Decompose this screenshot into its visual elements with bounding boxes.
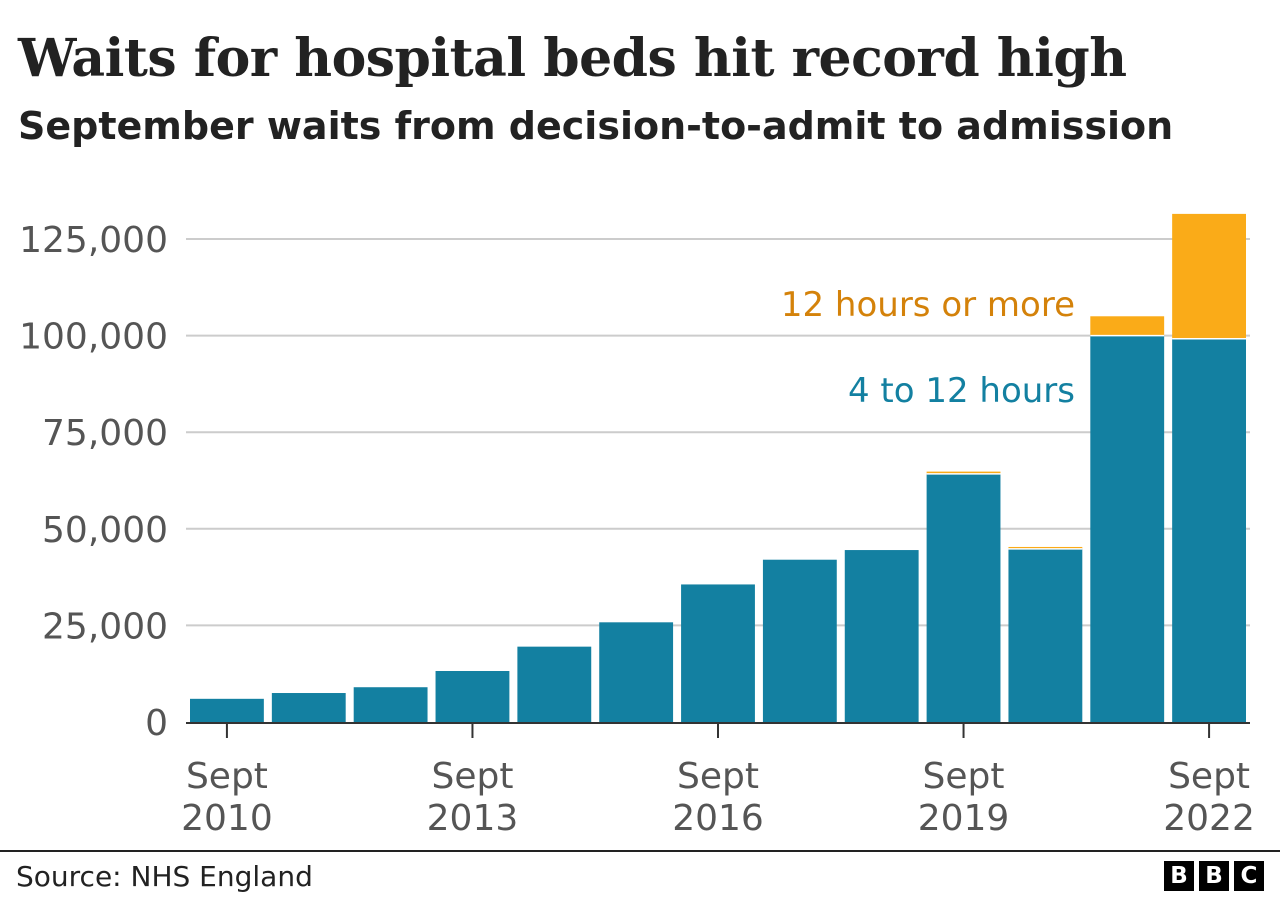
bar-4-to-12-hours [762, 559, 837, 722]
bbc-logo-letter: B [1164, 861, 1194, 891]
bar-4-to-12-hours [599, 622, 674, 722]
bar-4-to-12-hours [681, 584, 755, 722]
x-tick-label: 2013 [427, 798, 519, 839]
x-tick-label: Sept [677, 756, 759, 797]
bar-4-to-12-hours [1172, 338, 1246, 722]
series-label-4-to-12-hours: 4 to 12 hours [848, 371, 1075, 411]
bar-4-to-12-hours [190, 698, 264, 722]
chart-subtitle: September waits from decision-to-admit t… [18, 104, 1174, 148]
y-tick-label: 25,000 [42, 606, 168, 647]
bar-4-to-12-hours [1090, 335, 1165, 722]
x-tick-label: 2022 [1163, 798, 1255, 839]
bar-12-hours-or-more [1090, 316, 1165, 336]
y-tick-label: 50,000 [42, 510, 168, 551]
bar-4-to-12-hours [926, 473, 1001, 722]
x-tick-label: Sept [431, 756, 513, 797]
series-label-12-hours-or-more: 12 hours or more [781, 285, 1075, 325]
bar-12-hours-or-more [1008, 546, 1083, 549]
chart-title: Waits for hospital beds hit record high [18, 28, 1127, 89]
bar-12-hours-or-more [1172, 213, 1246, 339]
bbc-logo: B B C [1164, 861, 1264, 891]
x-tick-label: 2010 [181, 798, 273, 839]
x-tick-label: Sept [1168, 756, 1250, 797]
x-tick-label: Sept [186, 756, 268, 797]
x-tick-label: Sept [923, 756, 1005, 797]
y-tick-label: 75,000 [42, 413, 168, 454]
bar-4-to-12-hours [353, 687, 428, 722]
bar-4-to-12-hours [1008, 548, 1083, 722]
x-tick-label: 2016 [672, 798, 764, 839]
x-tick-label: 2019 [918, 798, 1010, 839]
bar-4-to-12-hours [844, 550, 919, 722]
bar-4-to-12-hours [271, 693, 346, 722]
y-tick-label: 100,000 [19, 317, 168, 358]
footer-divider [0, 850, 1280, 852]
bar-12-hours-or-more [926, 471, 1001, 474]
bar-4-to-12-hours [517, 646, 592, 722]
bbc-logo-letter: B [1199, 861, 1229, 891]
bbc-logo-letter: C [1234, 861, 1264, 891]
source-note: Source: NHS England [16, 860, 313, 893]
y-tick-label: 0 [145, 703, 168, 744]
bar-4-to-12-hours [435, 670, 510, 722]
y-tick-label: 125,000 [19, 220, 168, 261]
